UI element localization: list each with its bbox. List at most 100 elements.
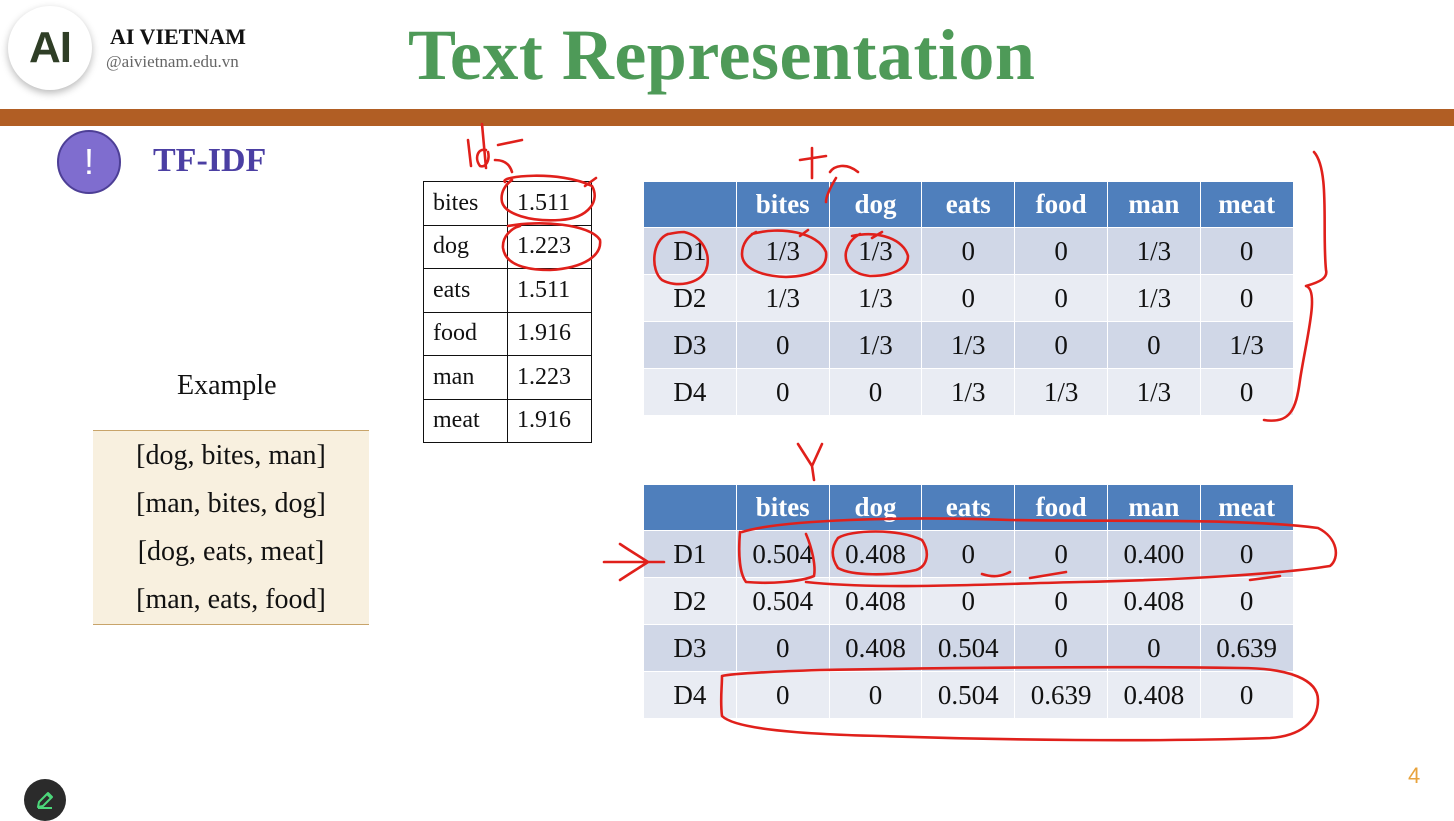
column-header: bites	[735, 484, 830, 531]
table-cell: 0	[735, 321, 830, 369]
table-cell: 1/3	[1106, 227, 1201, 275]
row-label: D4	[643, 368, 737, 416]
table-cell: 0.408	[828, 577, 923, 625]
example-label: Example	[177, 370, 277, 401]
table-cell: 1/3	[921, 368, 1016, 416]
table-row: meat 1.916	[423, 398, 592, 443]
idf-value: 1.511	[507, 268, 592, 313]
column-header	[643, 181, 737, 228]
table-row: D2 0.504 0.408 0 0 0.408 0	[643, 577, 1294, 625]
idf-table: bites 1.511 dog 1.223 eats 1.511 food 1.916 …	[423, 181, 592, 443]
table-cell: 1/3	[828, 274, 923, 322]
table-row: food 1.916	[423, 311, 592, 356]
logo-text: AI	[29, 23, 72, 72]
table-row: D4 0 0 1/3 1/3 1/3 0	[643, 368, 1294, 416]
column-header	[643, 484, 737, 531]
table-cell: 0	[1014, 530, 1108, 578]
table-cell: 0	[1199, 577, 1294, 625]
table-cell: 0	[828, 368, 923, 416]
table-cell: 0.639	[1014, 671, 1108, 719]
brand-name: AI VIETNAM	[110, 24, 246, 49]
table-row: D2 1/3 1/3 0 0 1/3 0	[643, 274, 1294, 322]
row-label: D1	[643, 530, 737, 578]
row-label: D3	[643, 321, 737, 369]
table-row: D3 0 0.408 0.504 0 0 0.639	[643, 624, 1294, 672]
table-header-row: bites dog eats food man meat	[643, 181, 1294, 228]
table-row: man 1.223	[423, 355, 592, 400]
table-cell: 0	[1014, 227, 1108, 275]
table-cell: 0	[828, 671, 923, 719]
table-cell: 1/3	[828, 227, 923, 275]
table-cell: 0	[1014, 321, 1108, 369]
table-cell: 0	[921, 274, 1016, 322]
annotation-idf-label	[466, 122, 524, 174]
brand-handle: @aivietnam.edu.vn	[106, 52, 239, 71]
table-row: dog 1.223	[423, 224, 592, 269]
table-cell: 1/3	[1014, 368, 1108, 416]
table-row: D4 0 0 0.504 0.639 0.408 0	[643, 671, 1294, 719]
tfidf-table: bites dog eats food man meat D1 0.504 0.…	[643, 484, 1294, 719]
table-row: D1 1/3 1/3 0 0 1/3 0	[643, 227, 1294, 275]
idf-value: 1.223	[507, 224, 592, 269]
table-cell: 0	[921, 530, 1016, 578]
example-corpus-box: [dog, bites, man] [man, bites, dog] [dog…	[93, 430, 369, 625]
table-cell: 0	[1014, 624, 1108, 672]
table-cell: 0	[1199, 671, 1294, 719]
table-cell: 0	[1106, 321, 1201, 369]
table-cell: 0.504	[735, 530, 830, 578]
row-label: D2	[643, 577, 737, 625]
example-document: [man, eats, food]	[136, 584, 326, 615]
table-cell: 0.408	[1106, 671, 1201, 719]
annotation-y-label	[796, 442, 824, 482]
table-cell: 0	[735, 368, 830, 416]
table-row: bites 1.511	[423, 181, 592, 226]
row-label: D1	[643, 227, 737, 275]
table-row: eats 1.511	[423, 268, 592, 313]
table-cell: 1/3	[1199, 321, 1294, 369]
example-document: [dog, bites, man]	[136, 440, 326, 471]
table-cell: 0.408	[828, 624, 923, 672]
idf-value: 1.223	[507, 355, 592, 400]
example-document: [dog, eats, meat]	[137, 536, 325, 567]
row-label: D3	[643, 624, 737, 672]
table-cell: 0	[735, 671, 830, 719]
table-cell: 1/3	[735, 274, 830, 322]
idf-word: bites	[423, 181, 508, 226]
table-cell: 0.408	[1106, 577, 1201, 625]
table-cell: 1/3	[735, 227, 830, 275]
column-header: bites	[735, 181, 830, 228]
table-cell: 1/3	[1106, 368, 1201, 416]
table-cell: 0.504	[921, 624, 1016, 672]
table-cell: 0	[1106, 624, 1201, 672]
page-number: 4	[1408, 763, 1421, 788]
table-cell: 0.639	[1199, 624, 1294, 672]
table-header-row: bites dog eats food man meat	[643, 484, 1294, 531]
table-cell: 0	[921, 227, 1016, 275]
idf-word: meat	[423, 398, 508, 443]
table-cell: 0	[1014, 274, 1108, 322]
column-header: dog	[828, 181, 923, 228]
idf-word: eats	[423, 268, 508, 313]
table-cell: 0.400	[1106, 530, 1201, 578]
table-cell: 0	[735, 624, 830, 672]
table-cell: 0	[1014, 577, 1108, 625]
row-label: D4	[643, 671, 737, 719]
exclamation-icon: !	[57, 130, 121, 194]
tf-table: bites dog eats food man meat D1 1/3 1/3 …	[643, 181, 1294, 416]
table-row: D3 0 1/3 1/3 0 0 1/3	[643, 321, 1294, 369]
idf-word: food	[423, 311, 508, 356]
idf-value: 1.916	[507, 311, 592, 356]
column-header: man	[1106, 484, 1201, 531]
idf-value: 1.511	[507, 181, 592, 226]
edit-button[interactable]	[24, 779, 66, 821]
column-header: eats	[921, 181, 1016, 228]
table-row: D1 0.504 0.408 0 0 0.400 0	[643, 530, 1294, 578]
pencil-icon	[37, 792, 53, 809]
idf-word: man	[423, 355, 508, 400]
column-header: dog	[828, 484, 923, 531]
table-cell: 0	[1199, 368, 1294, 416]
column-header: eats	[921, 484, 1016, 531]
table-cell: 0	[921, 577, 1016, 625]
column-header: man	[1106, 181, 1201, 228]
table-cell: 0	[1199, 530, 1294, 578]
